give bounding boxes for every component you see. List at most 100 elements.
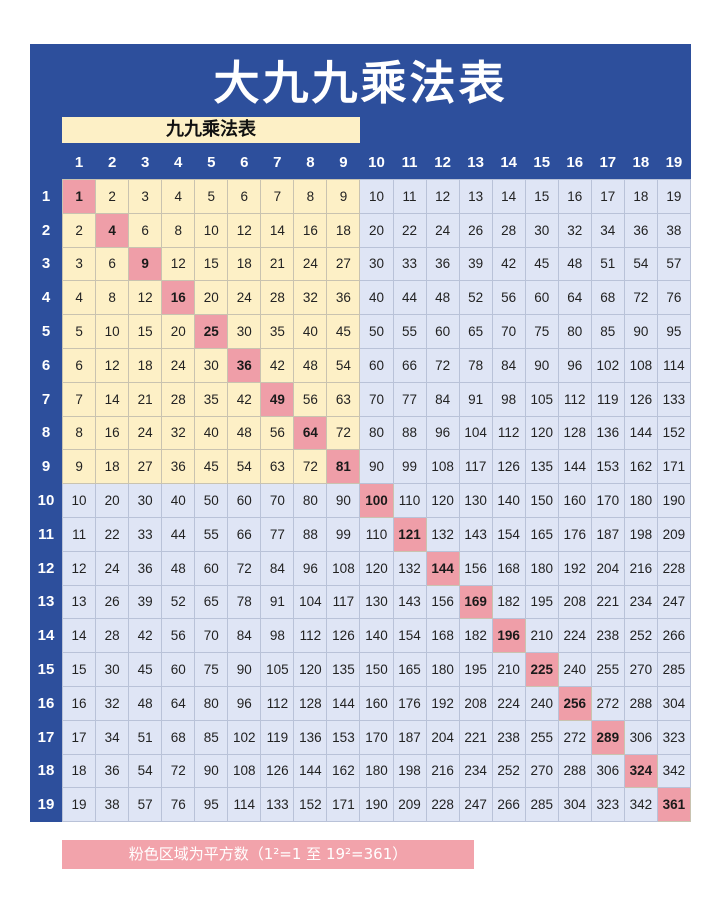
- table-row: 14 14 28 42 56 70 84 98 112 126 140 154 168 182 196 210…: [30, 618, 691, 654]
- column-header: 9: [326, 146, 360, 180]
- product-cell: 21: [128, 381, 163, 417]
- product-cell: 120: [524, 415, 559, 451]
- product-cell: 48: [128, 685, 163, 721]
- product-cell: 11: [62, 516, 97, 552]
- product-cell: 136: [293, 719, 328, 755]
- product-cell: 51: [590, 246, 625, 282]
- column-header: 18: [624, 146, 658, 180]
- product-cell: 2: [95, 179, 130, 214]
- product-cell: 144: [326, 685, 361, 721]
- product-cell: 20: [194, 280, 229, 316]
- product-cell: 55: [392, 314, 427, 349]
- product-cell: 182: [458, 618, 493, 654]
- product-cell: 126: [260, 753, 295, 789]
- product-cell: 171: [656, 449, 691, 485]
- table-row: 6 6 12 18 24 30 36 42 48 54 60 66 72 78 84 90 96 102 108 11…: [30, 347, 691, 383]
- product-cell: 36: [161, 449, 196, 485]
- product-cell: 160: [359, 685, 394, 721]
- product-cell: 105: [524, 381, 559, 417]
- product-cell: 99: [392, 449, 427, 485]
- product-cell: 36: [95, 753, 130, 789]
- product-cell: 119: [590, 381, 625, 417]
- product-cell: 51: [128, 719, 163, 755]
- row-header: 6: [30, 348, 63, 383]
- product-cell: 288: [557, 753, 592, 789]
- product-cell: 96: [293, 550, 328, 586]
- product-cell: 33: [392, 246, 427, 282]
- product-cell: 60: [227, 483, 262, 518]
- row-header: 10: [30, 483, 63, 518]
- row-header: 17: [30, 720, 63, 755]
- product-cell: 45: [128, 652, 163, 687]
- product-cell: 272: [557, 719, 592, 755]
- product-cell: 80: [557, 314, 592, 349]
- table-row: 13 13 26 39 52 65 78 91 104 117 130 143 156 169 182 195…: [30, 584, 691, 620]
- product-cell: 64: [161, 685, 196, 721]
- product-cell: 9: [62, 449, 97, 485]
- product-cell: 17: [62, 719, 97, 755]
- column-header: 1: [62, 146, 96, 180]
- product-cell: 44: [161, 516, 196, 552]
- product-cell: 234: [623, 584, 658, 620]
- product-cell: 104: [458, 415, 493, 451]
- product-cell: 180: [524, 550, 559, 586]
- square-cell: 4: [95, 212, 130, 248]
- product-cell: 65: [194, 584, 229, 620]
- product-cell: 272: [590, 685, 625, 721]
- product-cell: 135: [524, 449, 559, 485]
- product-cell: 64: [557, 280, 592, 316]
- product-cell: 45: [524, 246, 559, 282]
- product-cell: 36: [326, 280, 361, 316]
- product-cell: 36: [425, 246, 460, 282]
- product-cell: 306: [623, 719, 658, 755]
- square-cell: 324: [623, 753, 658, 789]
- square-cell: 196: [491, 618, 526, 654]
- product-cell: 36: [623, 212, 658, 248]
- square-cell: 64: [293, 415, 328, 451]
- product-cell: 4: [62, 280, 97, 316]
- product-cell: 5: [62, 314, 97, 349]
- product-cell: 255: [524, 719, 559, 755]
- product-cell: 40: [194, 415, 229, 451]
- product-cell: 12: [161, 246, 196, 282]
- product-cell: 270: [623, 652, 658, 687]
- product-cell: 224: [491, 685, 526, 721]
- product-cell: 126: [623, 381, 658, 417]
- square-cell: 169: [458, 584, 493, 620]
- product-cell: 20: [161, 314, 196, 349]
- product-cell: 99: [326, 516, 361, 552]
- product-cell: 171: [326, 787, 361, 823]
- product-cell: 208: [458, 685, 493, 721]
- product-cell: 9: [326, 179, 361, 214]
- product-cell: 144: [623, 415, 658, 451]
- product-cell: 24: [161, 347, 196, 383]
- product-cell: 208: [557, 584, 592, 620]
- product-cell: 18: [128, 347, 163, 383]
- product-cell: 60: [194, 550, 229, 586]
- product-cell: 304: [656, 685, 691, 721]
- product-cell: 266: [656, 618, 691, 654]
- product-cell: 130: [359, 584, 394, 620]
- product-cell: 228: [425, 787, 460, 823]
- product-cell: 238: [590, 618, 625, 654]
- product-cell: 221: [590, 584, 625, 620]
- table-row: 8 8 16 24 32 40 48 56 64 72 80 88 96 104 112 120 128 136 1…: [30, 415, 691, 451]
- product-cell: 108: [425, 449, 460, 485]
- corner-cell: [30, 146, 63, 180]
- product-cell: 162: [623, 449, 658, 485]
- product-cell: 54: [128, 753, 163, 789]
- product-cell: 198: [623, 516, 658, 552]
- product-cell: 15: [524, 179, 559, 214]
- product-cell: 40: [293, 314, 328, 349]
- multiplication-table: 1 2 3 4 5 6 7 8 9 10 11 12 13 14 15 16 17 18 19 1 1 2 3 4 5 6 7 8 9 1…: [30, 146, 691, 823]
- product-cell: 14: [491, 179, 526, 214]
- product-cell: 102: [590, 347, 625, 383]
- table-row: 16 16 32 48 64 80 96 112 128 144 160 176 192 208 224 24…: [30, 685, 691, 721]
- product-cell: 112: [260, 685, 295, 721]
- product-cell: 10: [359, 179, 394, 214]
- row-header: 4: [30, 280, 63, 315]
- product-cell: 18: [227, 246, 262, 282]
- product-cell: 133: [656, 381, 691, 417]
- product-cell: 63: [326, 381, 361, 417]
- product-cell: 48: [425, 280, 460, 316]
